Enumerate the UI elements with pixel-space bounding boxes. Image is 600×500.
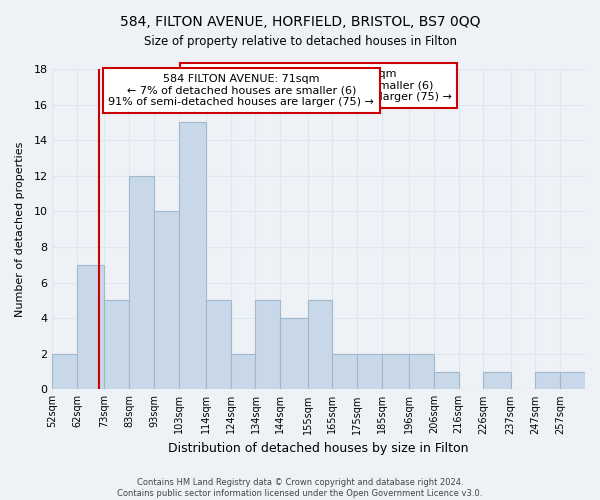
Bar: [382, 354, 409, 390]
Bar: [409, 354, 434, 390]
Bar: [52, 354, 77, 390]
Bar: [231, 354, 256, 390]
Bar: [77, 264, 104, 390]
Bar: [434, 372, 458, 390]
Text: Contains HM Land Registry data © Crown copyright and database right 2024.
Contai: Contains HM Land Registry data © Crown c…: [118, 478, 482, 498]
Y-axis label: Number of detached properties: Number of detached properties: [15, 142, 25, 317]
Bar: [280, 318, 308, 390]
Bar: [332, 354, 357, 390]
Bar: [560, 372, 585, 390]
Bar: [179, 122, 206, 390]
Bar: [256, 300, 280, 390]
Text: Size of property relative to detached houses in Filton: Size of property relative to detached ho…: [143, 35, 457, 48]
Bar: [484, 372, 511, 390]
Text: 584 FILTON AVENUE: 71sqm
← 7% of detached houses are smaller (6)
91% of semi-det: 584 FILTON AVENUE: 71sqm ← 7% of detache…: [109, 74, 374, 107]
Bar: [535, 372, 560, 390]
Text: 584 FILTON AVENUE: 71sqm
← 7% of detached houses are smaller (6)
91% of semi-det: 584 FILTON AVENUE: 71sqm ← 7% of detache…: [186, 69, 452, 102]
Bar: [154, 212, 179, 390]
Bar: [104, 300, 129, 390]
Bar: [357, 354, 382, 390]
Text: 584, FILTON AVENUE, HORFIELD, BRISTOL, BS7 0QQ: 584, FILTON AVENUE, HORFIELD, BRISTOL, B…: [120, 15, 480, 29]
Bar: [129, 176, 154, 390]
Bar: [308, 300, 332, 390]
X-axis label: Distribution of detached houses by size in Filton: Distribution of detached houses by size …: [169, 442, 469, 455]
Bar: [206, 300, 231, 390]
